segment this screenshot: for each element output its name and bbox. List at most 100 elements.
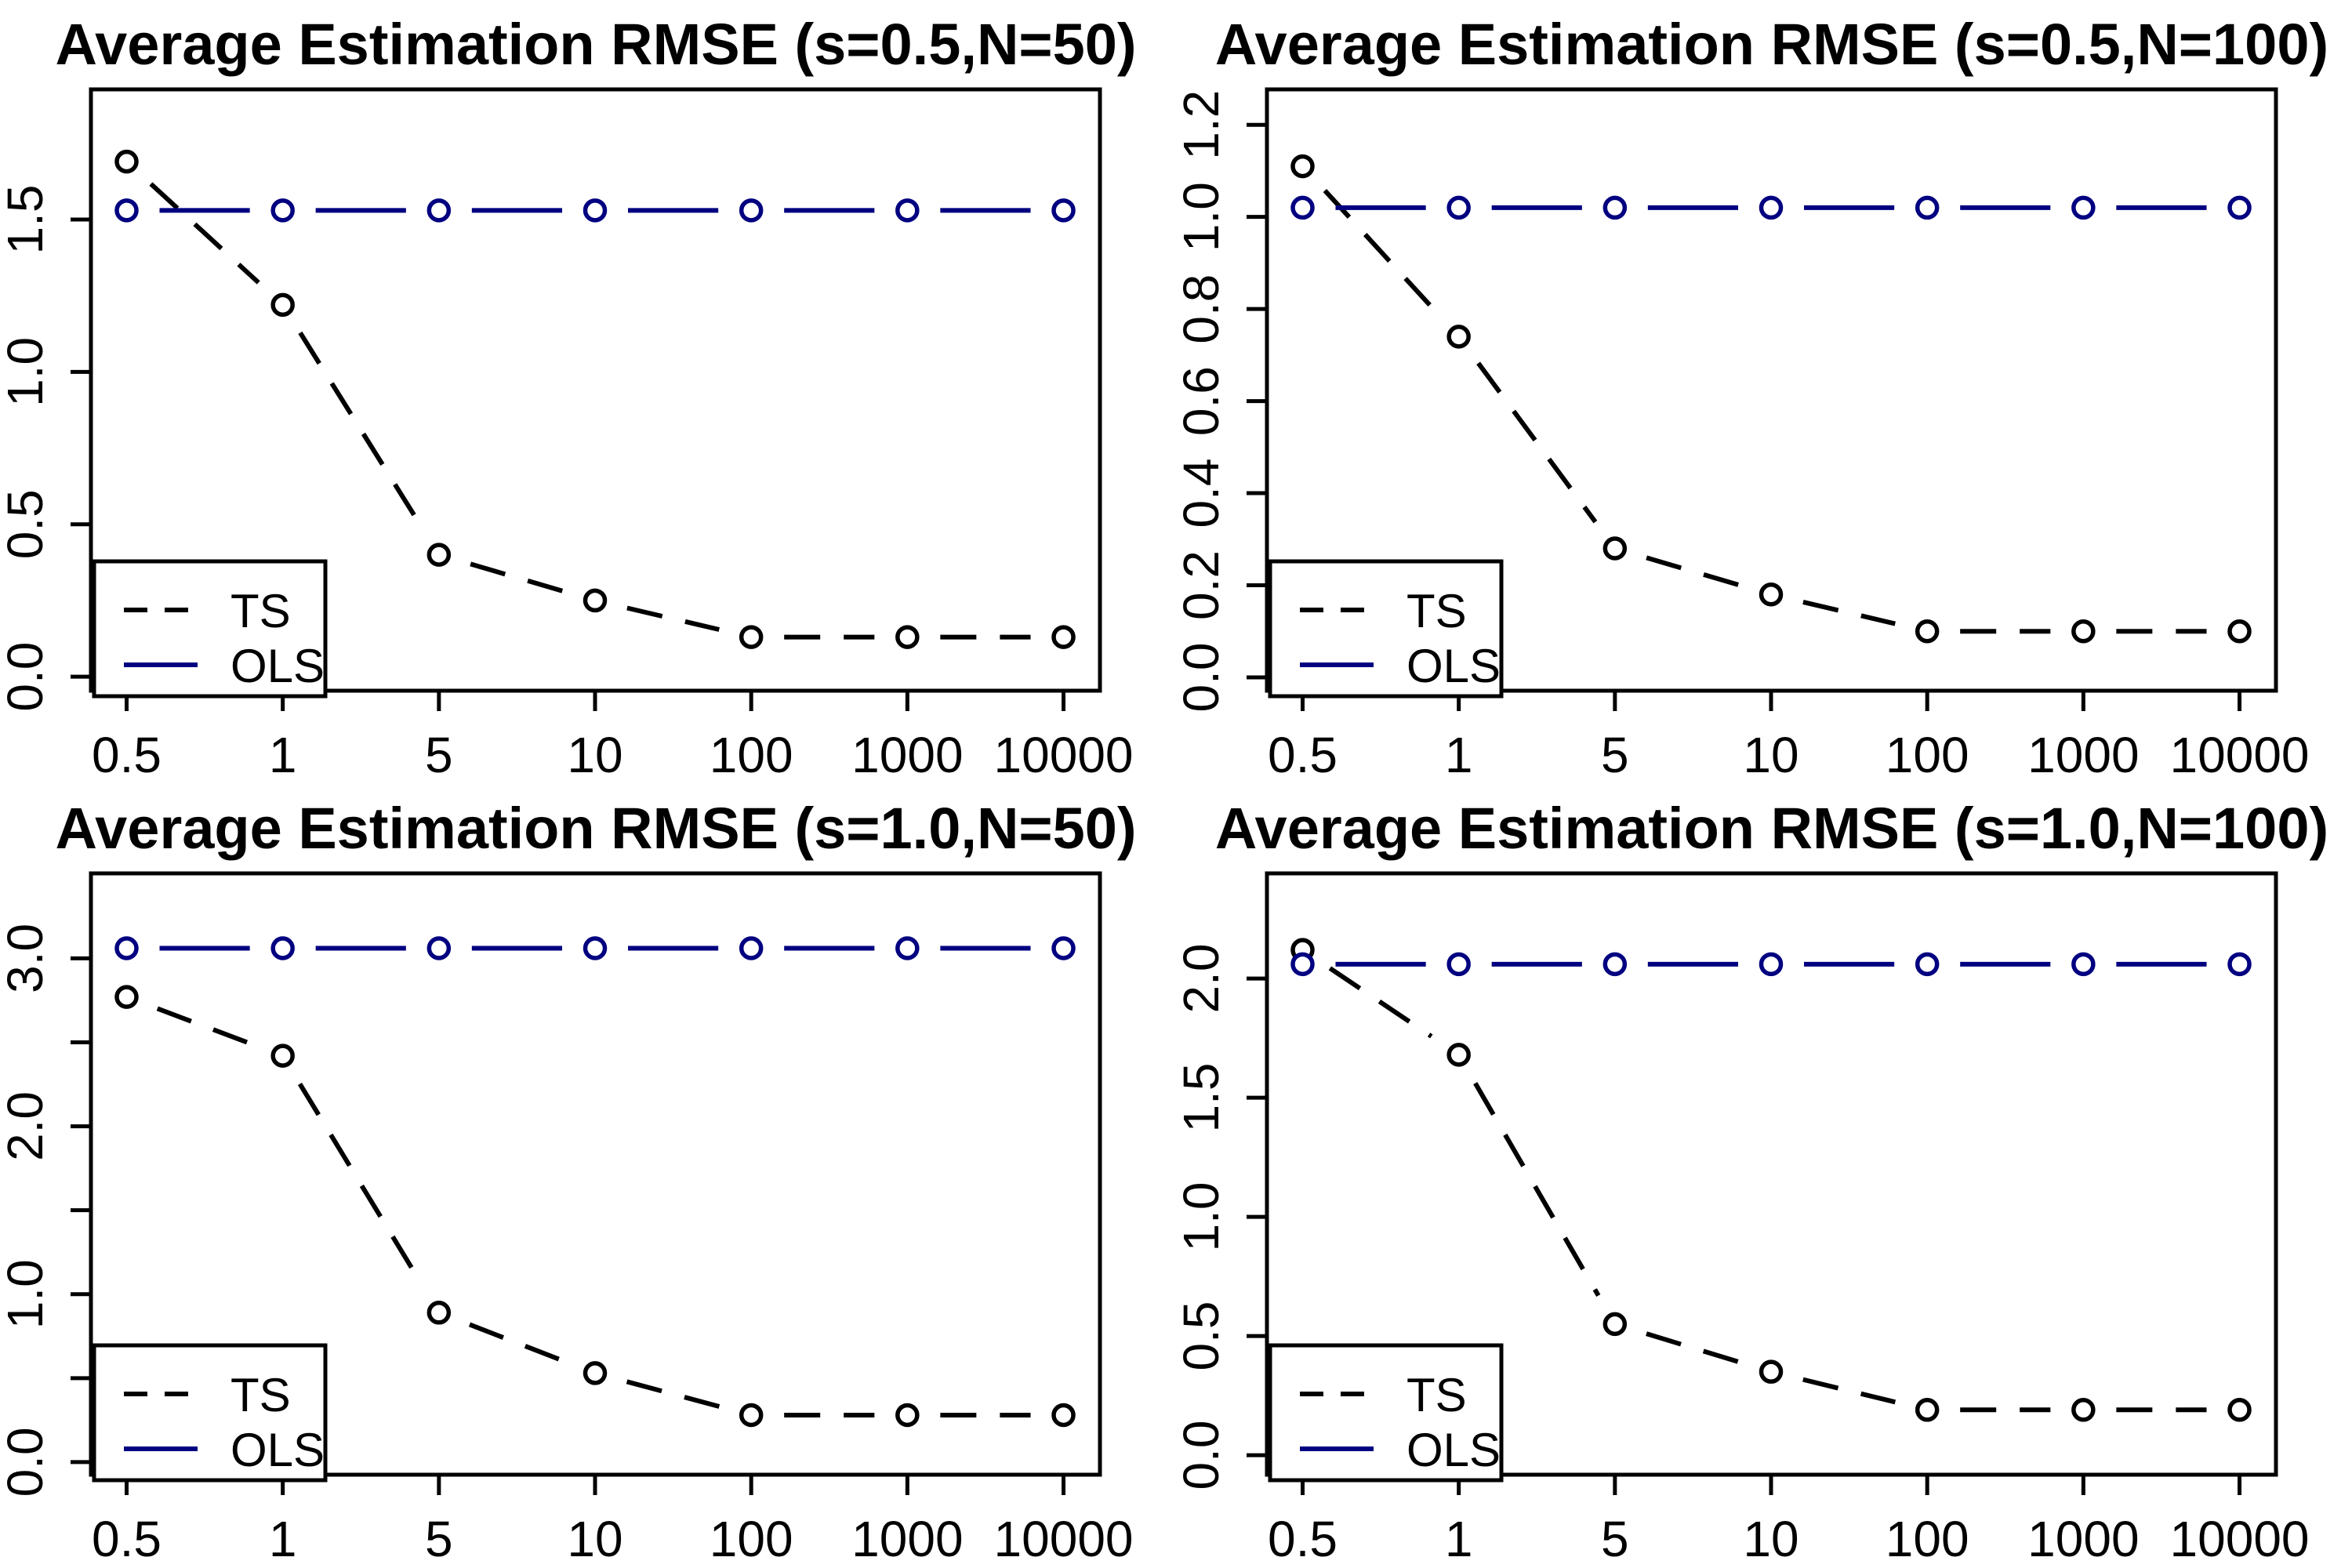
ols-marker [1915,195,1940,220]
ts-line-segment [1802,599,1896,626]
ts-marker [1051,625,1076,649]
x-tick-label: 1000 [851,1511,963,1567]
x-tick-label: 100 [1886,1511,1969,1567]
ols-marker [114,936,139,960]
y-tick-label: 0.8 [1176,274,1229,344]
ts-marker [583,1361,608,1385]
ts-marker [583,588,608,613]
y-tick-label: 2.0 [0,1091,53,1161]
ols-marker [1290,952,1315,977]
x-tick-label: 5 [1601,1511,1629,1567]
x-tick-label: 10 [567,727,622,783]
x-tick-label: 0.5 [1268,1511,1338,1567]
ts-line-segment [1646,555,1740,588]
ols-marker [2227,195,2252,220]
ts-line-segment [468,1322,565,1364]
chart-title: Average Estimation RMSE (s=0.5,N=100) [1215,12,2328,77]
ts-marker [1759,583,1784,607]
ts-marker [114,985,139,1009]
x-tick-label: 100 [710,1511,793,1567]
x-tick-label: 10000 [2170,1511,2310,1567]
y-tick-label: 3.0 [0,924,53,993]
ts-marker [739,1403,764,1428]
y-tick-label: 1.5 [0,185,53,255]
ts-marker [2227,1398,2252,1422]
ols-marker [1290,195,1315,220]
ols-marker [895,936,920,960]
y-tick-label: 0.5 [0,489,53,559]
ts-line-segment [298,331,424,528]
ols-marker [583,198,608,223]
panel-bottom-left: 0.5 1 5 10 100 1000 10000 0.0 1.0 2.0 3.0 TS OLS Aver… [0,784,1176,1568]
ts-marker [1446,1043,1471,1067]
chart-title: Average Estimation RMSE (s=0.5,N=50) [55,12,1136,77]
ts-marker [1915,1398,1940,1422]
x-tick-label: 10000 [2170,727,2310,783]
ols-marker [270,198,295,223]
panel-top-left: 0.5 1 5 10 100 1000 10000 0.0 0.5 1.0 1.5 TS OLS Aver… [0,0,1176,784]
ts-line-segment [156,1006,253,1047]
ols-marker [270,936,295,960]
ols-marker [1759,195,1784,220]
ols-marker [2227,952,2252,977]
y-tick-label: 1.0 [0,337,53,407]
ts-marker [114,149,139,174]
legend-box [1268,1343,1504,1483]
x-tick-label: 5 [1601,727,1629,783]
x-tick-label: 1000 [2027,727,2139,783]
ols-marker [739,936,764,960]
ols-marker [426,936,452,960]
ts-line-segment [626,1379,720,1409]
ts-marker [739,625,764,649]
ts-marker [2071,619,2096,644]
y-tick-label: 1.5 [1176,1063,1229,1133]
x-tick-label: 10000 [994,727,1134,783]
ts-line-segment [1476,361,1598,524]
x-tick-label: 0.5 [92,1511,162,1567]
legend-label-ols: OLS [230,1424,325,1476]
legend-box [92,1343,328,1483]
x-tick-label: 1 [269,1511,297,1567]
ts-line-segment [1328,966,1433,1039]
legend-label-ts: TS [230,585,291,637]
ols-marker [2071,952,2096,977]
x-tick-label: 100 [710,727,793,783]
ts-marker [1915,619,1940,644]
ols-marker [895,198,920,223]
x-tick-label: 1 [1445,1511,1473,1567]
ols-marker [1446,195,1471,220]
ts-marker [270,1044,295,1068]
x-tick-label: 1 [1445,727,1473,783]
ts-marker [895,1403,920,1428]
ts-marker [426,1301,452,1325]
ts-marker [1602,536,1628,561]
y-tick-label: 0.4 [1176,459,1229,528]
y-tick-label: 0.0 [1176,642,1229,712]
y-tick-label: 0.5 [1176,1301,1229,1371]
x-tick-label: 5 [425,727,453,783]
x-tick-label: 5 [425,1511,453,1567]
ols-marker [426,198,452,223]
x-tick-label: 1000 [2027,1511,2139,1567]
ts-marker [1290,154,1315,179]
x-tick-label: 10 [1743,1511,1798,1567]
ts-marker [1051,1403,1076,1428]
ts-marker [426,543,452,567]
x-tick-label: 0.5 [1268,727,1338,783]
ols-marker [114,198,139,223]
ts-line-segment [1802,1377,1896,1405]
y-tick-label: 1.2 [1176,90,1229,160]
panel-top-right: 0.5 1 5 10 100 1000 10000 0.0 0.2 0.4 0.6 0.8 1.0 1.2… [1176,0,2352,784]
ts-line-segment [1473,1082,1601,1298]
y-tick-label: 0.6 [1176,366,1229,436]
ols-marker [1051,198,1076,223]
x-tick-label: 0.5 [92,727,162,783]
x-tick-label: 10 [567,1511,622,1567]
